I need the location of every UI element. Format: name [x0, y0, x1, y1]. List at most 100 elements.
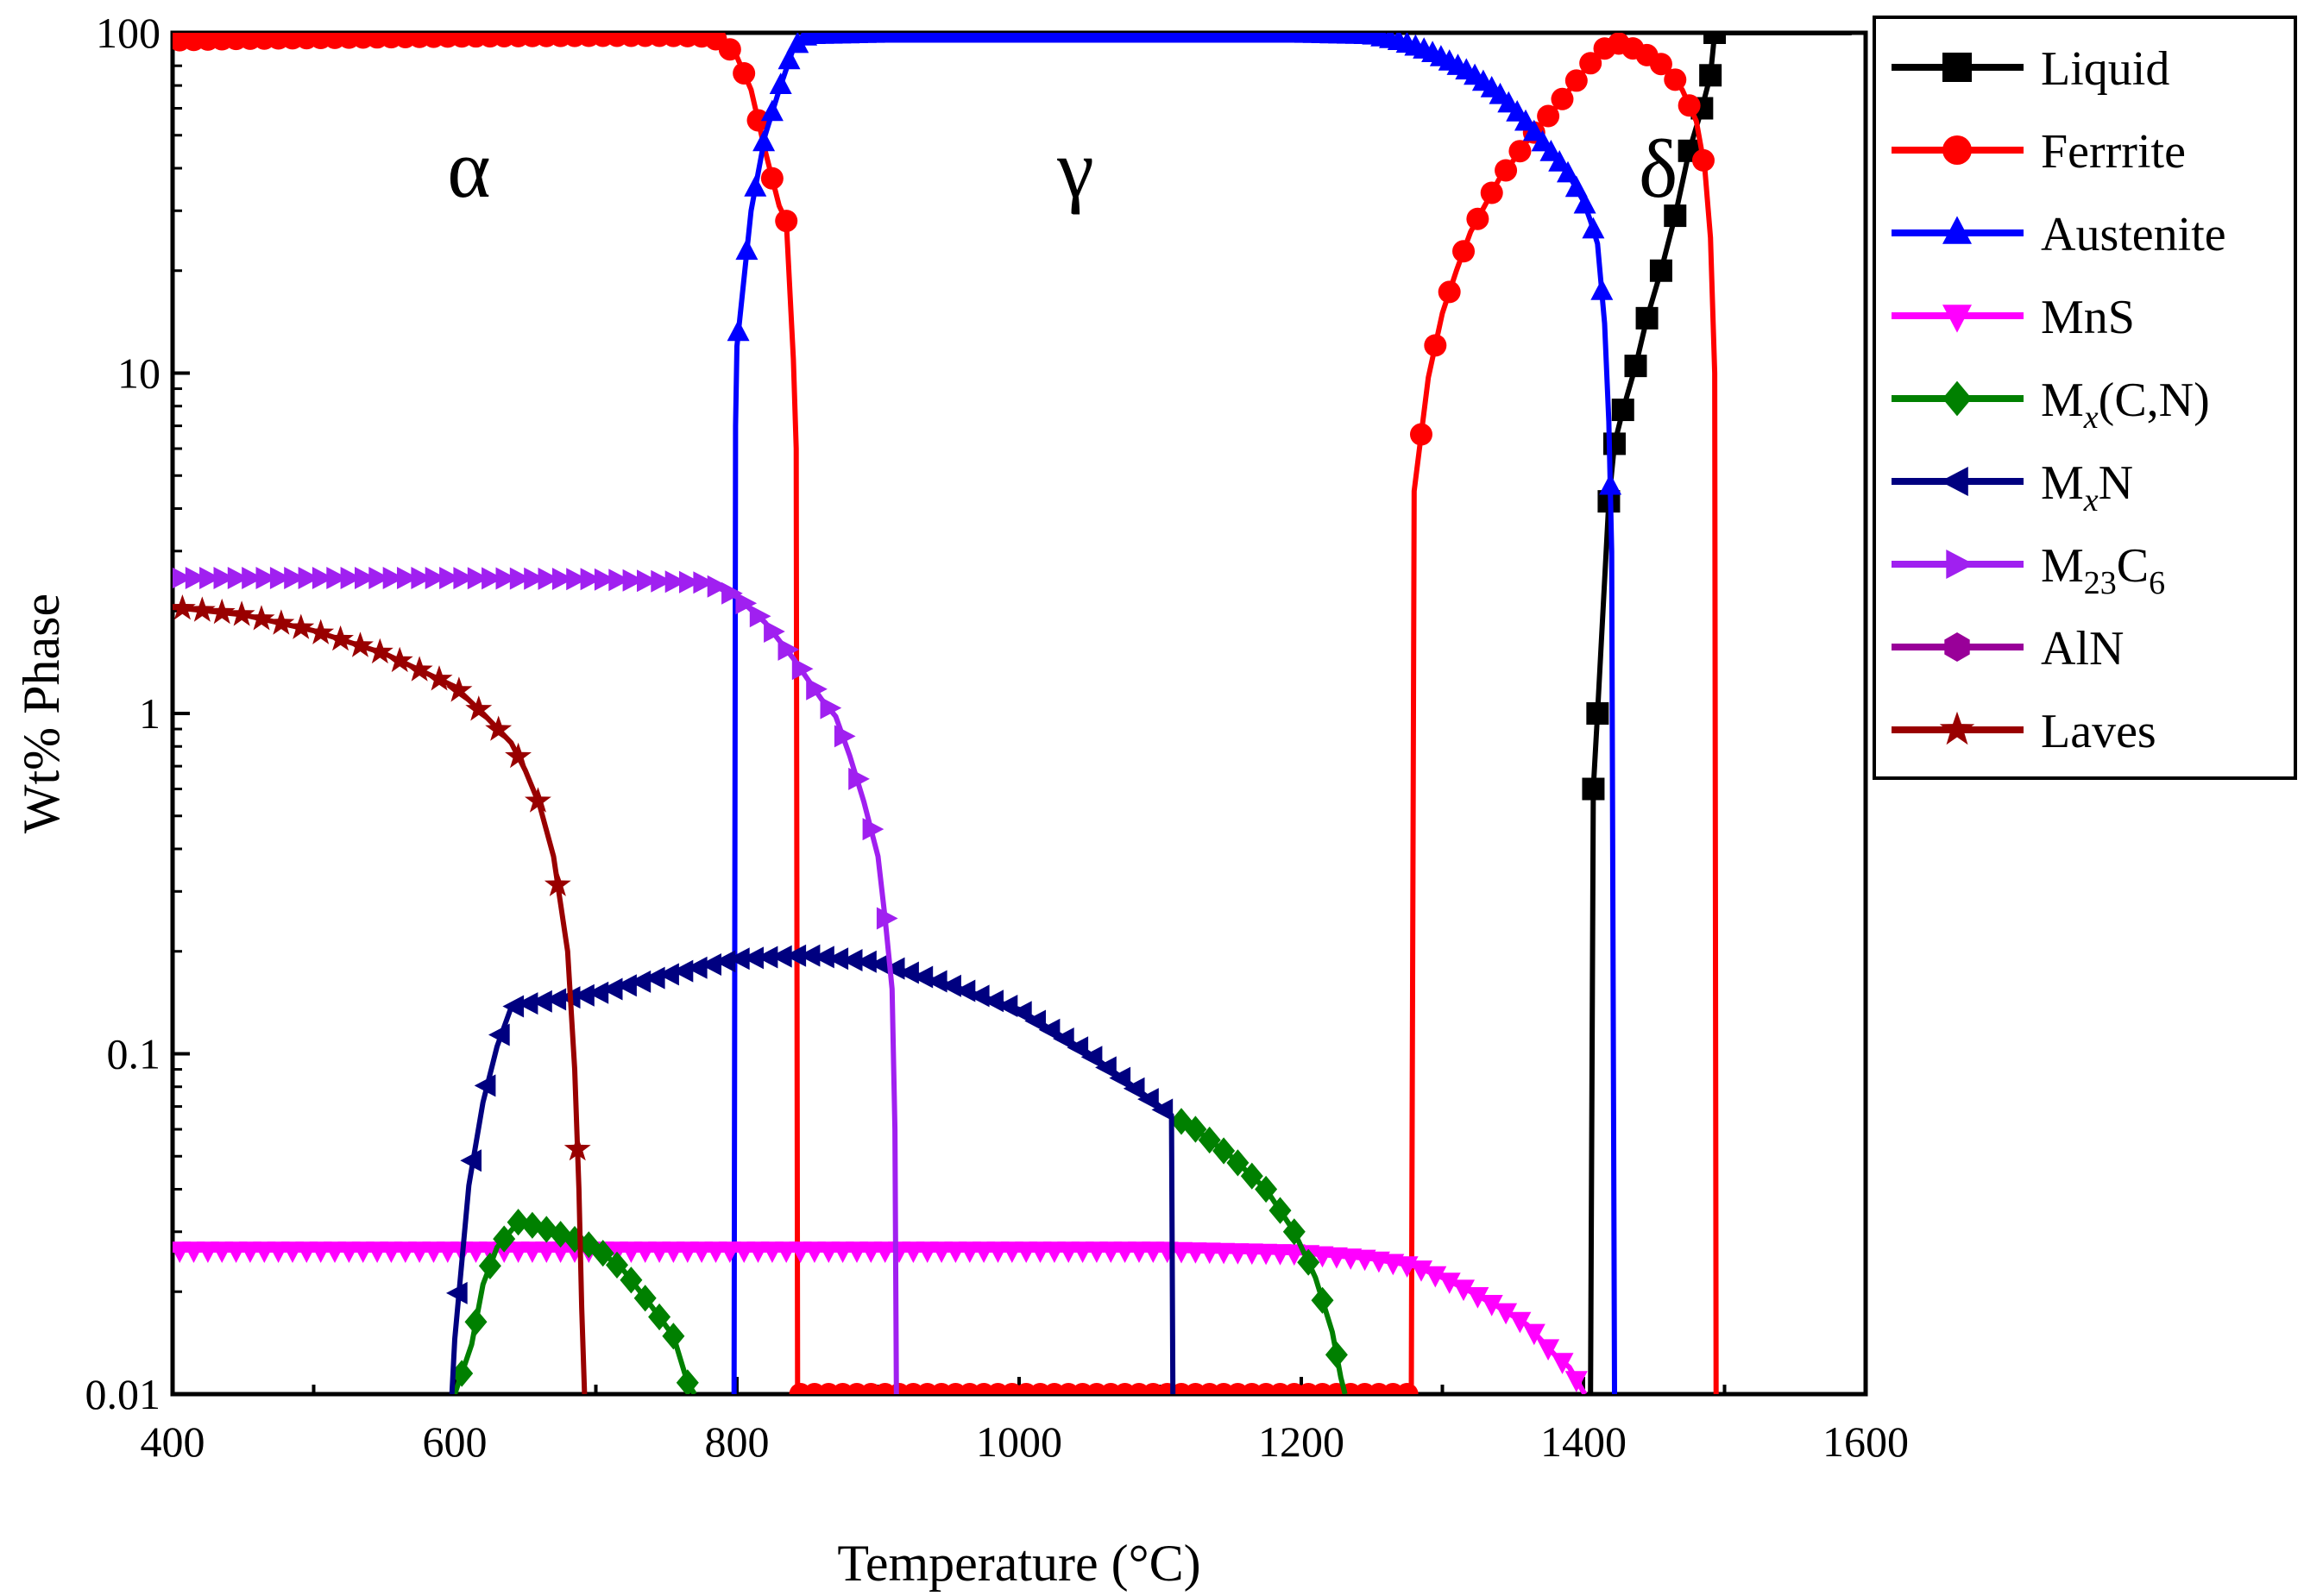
legend-item-m23c6: M23C6 [1892, 539, 2165, 601]
ferrrite-point [1537, 104, 1560, 128]
mns-point [1452, 1279, 1475, 1302]
mxn-point [1151, 1098, 1174, 1122]
m23c6-point [664, 570, 687, 594]
x-tick-label: 400 [141, 1417, 205, 1466]
mns-point [704, 1241, 727, 1263]
liquid-point [1586, 702, 1609, 725]
x-tick-label: 1400 [1540, 1417, 1627, 1466]
laves-point [188, 596, 216, 622]
mns-point [1522, 1323, 1545, 1346]
mns-point [408, 1241, 431, 1263]
legend-marker-triangle-down-icon [1942, 305, 1972, 333]
mns-point [1029, 1241, 1052, 1263]
mxn-point [573, 983, 595, 1007]
mns-point [1000, 1241, 1023, 1263]
m23c6-point [551, 568, 574, 590]
m23c6-point [298, 567, 320, 589]
legend-marker-triangle-left-icon [1940, 467, 1968, 496]
ferrrite-point [1564, 69, 1588, 92]
mns-point [1480, 1295, 1503, 1316]
m23c6-point [242, 567, 263, 589]
ferrrite-point [718, 38, 741, 61]
austenite-point [760, 99, 784, 122]
laves-point [525, 787, 551, 813]
ferrrite-point [1508, 140, 1532, 163]
mx-c-n-point [535, 1216, 558, 1243]
mxn-point [883, 957, 905, 980]
mns-point [958, 1241, 981, 1263]
mns-point [182, 1241, 205, 1263]
mns-line [173, 1247, 1588, 1394]
mxn-point [700, 953, 721, 976]
mx-c-n-point [450, 1360, 474, 1387]
austenite-point [1599, 473, 1622, 495]
liquid-point [1624, 355, 1647, 378]
austenite-point [1590, 279, 1614, 300]
legend-label: MnS [2041, 291, 2135, 344]
laves-point [287, 613, 315, 639]
mns-point [1085, 1241, 1108, 1263]
mns-point [337, 1241, 361, 1263]
laves-point [173, 594, 196, 620]
mx-c-n-point [1240, 1162, 1263, 1190]
mns-point [549, 1241, 572, 1263]
mxn-point [587, 981, 609, 1004]
mxn-point [1067, 1036, 1089, 1059]
m23c6-point [848, 767, 870, 790]
m23c6-point [185, 567, 207, 589]
ferrrite-point [1649, 53, 1672, 76]
m23c6-point [679, 570, 701, 594]
m23c6-point [368, 567, 390, 589]
austenite-point [1582, 217, 1605, 239]
series-austenite [727, 33, 1622, 1394]
mx-c-n-point [620, 1266, 643, 1294]
mns-point [1099, 1241, 1123, 1263]
m23c6-point [255, 567, 278, 589]
mns-point [436, 1241, 459, 1263]
mxn-point [1123, 1077, 1145, 1100]
mns-point [1410, 1260, 1432, 1282]
mxn-point [643, 966, 665, 990]
mns-point [662, 1241, 685, 1263]
mns-point [1113, 1241, 1136, 1263]
m23c6-point [397, 567, 419, 589]
x-tick-label: 600 [423, 1417, 488, 1466]
mxn-point [742, 946, 764, 970]
m23c6-point [862, 818, 884, 841]
mxn-point [911, 965, 934, 989]
laves-point [268, 609, 295, 635]
m23c6-point [580, 568, 602, 591]
m23c6-point [806, 677, 828, 701]
m23c6-point [594, 568, 616, 591]
x-tick-label: 1600 [1822, 1417, 1909, 1466]
series-layer [173, 33, 1852, 1394]
laves-point [208, 598, 236, 625]
mx-c-n-point [662, 1323, 685, 1350]
mns-point [986, 1241, 1010, 1263]
mns-point [831, 1241, 854, 1263]
austenite-point [777, 47, 801, 70]
m23c6-point [173, 567, 193, 589]
series-mx-c-n [450, 1108, 1348, 1394]
m23c6-point [693, 571, 715, 594]
m23c6-point [637, 569, 658, 593]
austenite-point [1548, 150, 1571, 172]
mxn-point [1137, 1088, 1159, 1111]
mns-point [620, 1241, 643, 1263]
legend-marker-circle-icon [1942, 135, 1972, 165]
mx-c-n-point [478, 1252, 501, 1279]
legend-label: Austenite [2041, 208, 2226, 261]
legend-marker-triangle-right-icon [1946, 550, 1974, 579]
mns-point [1042, 1241, 1066, 1263]
m23c6-point [326, 567, 348, 589]
m23c6-point [284, 567, 305, 589]
austenite-point [727, 319, 750, 342]
mxn-point [855, 950, 877, 973]
legend-marker-star-icon [1939, 711, 1975, 745]
mxn-point [1024, 1009, 1046, 1033]
m23c6-point [355, 567, 376, 589]
laves-point [465, 695, 493, 721]
series-m23c6 [173, 567, 899, 1394]
mxn-point [615, 974, 637, 997]
